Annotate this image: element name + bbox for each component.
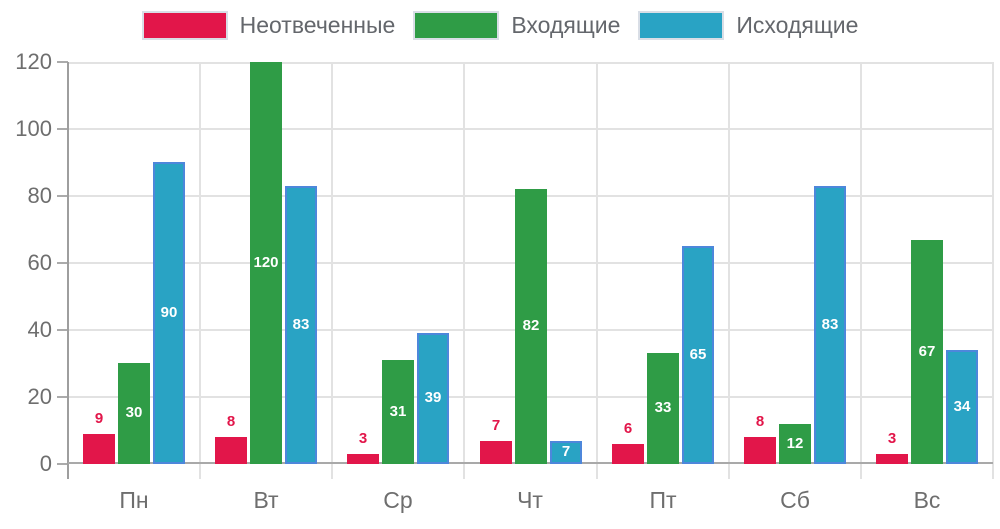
plot-area: 9 30 90 8 120 83 3 31 39 7 82 7 6 33 65 8 12 83 3 67 34 <box>67 62 994 479</box>
y-axis-label: 40 <box>27 317 52 342</box>
bar-Пн-series-0[interactable] <box>83 434 115 464</box>
bar-Пт-series-2[interactable] <box>682 246 714 464</box>
bar-value-label: 8 <box>755 413 765 430</box>
bar-Вт-series-2[interactable] <box>285 186 317 464</box>
bar-value-label: 120 <box>253 254 279 271</box>
category-separator <box>331 62 333 479</box>
y-axis-label: 80 <box>27 183 52 208</box>
x-axis-label-Пт: Пт <box>649 487 677 513</box>
bar-value-label: 39 <box>424 389 442 406</box>
bar-value-label: 8 <box>226 413 236 430</box>
bar-value-label: 82 <box>522 317 540 334</box>
legend-swatch <box>141 11 228 40</box>
bar-Вт-series-0[interactable] <box>215 437 247 464</box>
x-axis-label-Вс: Вс <box>913 487 941 513</box>
bar-Вс-series-1[interactable] <box>911 240 943 464</box>
bar-value-label: 9 <box>94 410 104 427</box>
y-axis-tick <box>57 329 68 331</box>
y-axis-tick <box>57 195 68 197</box>
y-axis-label: 120 <box>15 49 52 74</box>
y-axis-label: 60 <box>27 250 52 275</box>
y-axis-line <box>67 62 69 479</box>
legend-label: Входящие <box>511 12 621 38</box>
category-separator <box>596 62 598 479</box>
legend-item-series-0[interactable]: Неотвеченные <box>141 11 396 40</box>
y-axis-label: 100 <box>15 116 52 141</box>
y-axis-tick <box>57 262 68 264</box>
bar-Вс-series-0[interactable] <box>876 454 908 464</box>
y-axis-tick <box>57 61 68 63</box>
bar-value-label: 3 <box>358 430 368 447</box>
gridline-y-100 <box>68 128 993 130</box>
bar-value-label: 7 <box>561 443 571 460</box>
y-axis-tick <box>57 396 68 398</box>
x-axis-label-Сб: Сб <box>780 487 810 513</box>
legend-item-series-1[interactable]: Входящие <box>413 11 620 40</box>
bar-value-label: 7 <box>491 417 501 434</box>
bar-Чт-series-0[interactable] <box>480 441 512 464</box>
y-axis-label: 20 <box>27 384 52 409</box>
bar-value-label: 83 <box>292 316 310 333</box>
bar-value-label: 34 <box>953 398 971 415</box>
x-axis-label-Ср: Ср <box>383 487 413 513</box>
bar-Пт-series-0[interactable] <box>612 444 644 464</box>
y-axis-label: 0 <box>39 451 52 476</box>
bar-value-label: 33 <box>654 399 672 416</box>
legend-label: Неотвеченные <box>239 12 396 38</box>
bar-Чт-series-2[interactable] <box>550 441 582 464</box>
bar-Пт-series-1[interactable] <box>647 353 679 464</box>
category-separator <box>860 62 862 479</box>
bar-value-label: 67 <box>918 343 936 360</box>
category-separator <box>728 62 730 479</box>
x-axis-label-Вт: Вт <box>253 487 279 513</box>
category-separator <box>199 62 201 479</box>
gridline-y-120 <box>68 62 993 64</box>
bar-Ср-series-0[interactable] <box>347 454 379 464</box>
legend: Неотвеченные Входящие Исходящие <box>0 11 1000 40</box>
bar-value-label: 3 <box>887 430 897 447</box>
x-axis-label-Пн: Пн <box>119 487 149 513</box>
bar-value-label: 31 <box>389 403 407 420</box>
bar-Пн-series-1[interactable] <box>118 363 150 464</box>
legend-item-series-2[interactable]: Исходящие <box>638 11 858 40</box>
bar-Ср-series-1[interactable] <box>382 360 414 464</box>
bar-Ср-series-2[interactable] <box>417 333 449 464</box>
legend-swatch <box>413 11 500 40</box>
bar-value-label: 65 <box>689 346 707 363</box>
bar-Чт-series-1[interactable] <box>515 189 547 464</box>
bar-value-label: 6 <box>623 420 633 437</box>
y-axis-tick <box>57 463 68 465</box>
bar-Вт-series-1[interactable] <box>250 62 282 464</box>
bar-Сб-series-2[interactable] <box>814 186 846 464</box>
bar-Сб-series-1[interactable] <box>779 424 811 464</box>
category-separator <box>463 62 465 479</box>
bar-value-label: 90 <box>160 304 178 321</box>
bar-value-label: 12 <box>786 435 804 452</box>
y-axis-tick <box>57 128 68 130</box>
bar-Вс-series-2[interactable] <box>946 350 978 464</box>
bar-value-label: 30 <box>125 404 143 421</box>
x-axis-label-Чт: Чт <box>517 487 543 513</box>
bar-value-label: 83 <box>821 316 839 333</box>
bar-Пн-series-2[interactable] <box>153 162 185 464</box>
legend-swatch <box>638 11 725 40</box>
legend-label: Исходящие <box>736 12 859 38</box>
bar-Сб-series-0[interactable] <box>744 437 776 464</box>
category-separator <box>992 62 994 479</box>
